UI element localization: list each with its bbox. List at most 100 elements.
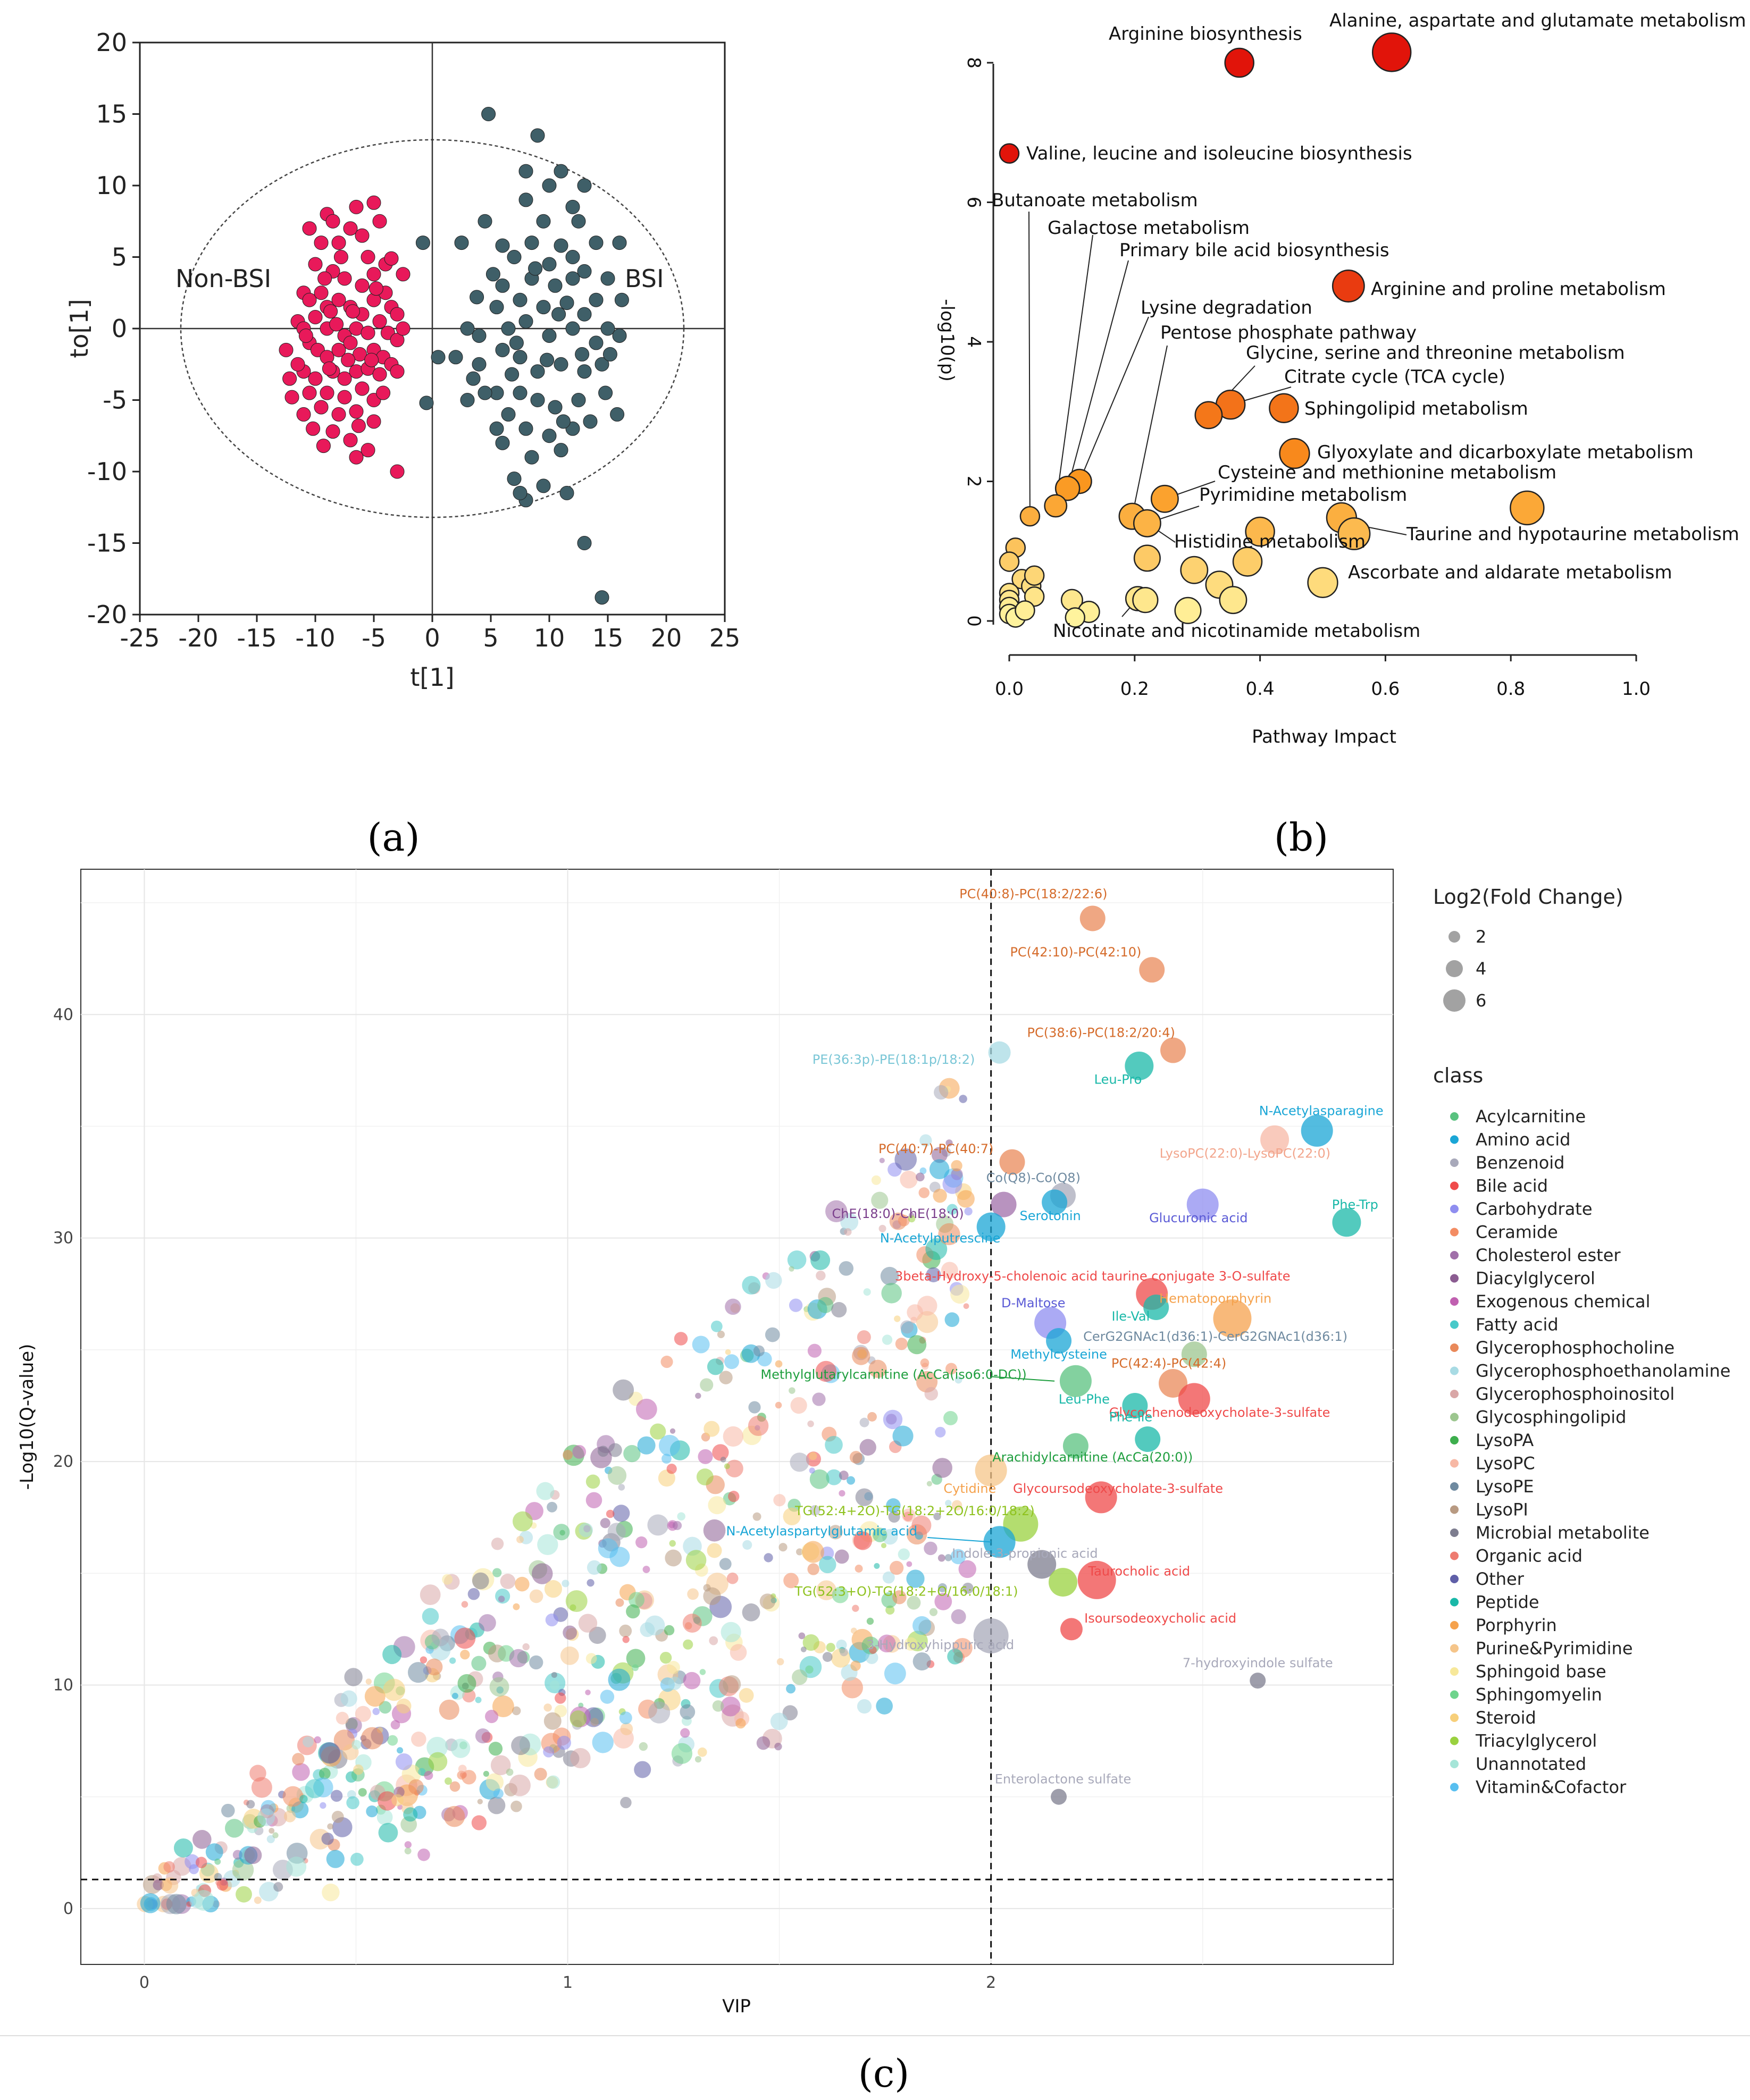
metabolite-point (417, 1848, 430, 1861)
metabolite-point (457, 1674, 476, 1693)
callout-leader-line (1132, 345, 1168, 517)
label-leader-line (927, 1537, 991, 1543)
metabolite-point (587, 1560, 602, 1575)
metabolite-point (449, 1781, 460, 1792)
metabolite-point (796, 1548, 803, 1556)
class-legend-label: Exogenous chemical (1476, 1291, 1650, 1312)
bsi-point (509, 335, 524, 350)
pathway-point (1332, 270, 1365, 303)
metabolite-point (379, 1701, 392, 1714)
pathway-point (1232, 547, 1263, 577)
metabolite-point (671, 1743, 693, 1764)
annotated-metabolite-point (1027, 1550, 1057, 1579)
bsi-point (600, 321, 615, 336)
metabolite-point (330, 1790, 343, 1802)
metabolite-point (534, 1768, 547, 1781)
pathway-point (1174, 597, 1202, 624)
pathway-label: Glycine, serine and threonine metabolism (1246, 342, 1625, 364)
metabolite-point (350, 1852, 364, 1866)
metabolite-point (826, 1643, 835, 1652)
metabolite-point (471, 1815, 487, 1830)
metabolite-point (907, 1595, 921, 1610)
metabolite-point (802, 1541, 824, 1563)
non-bsi-point (349, 404, 364, 419)
non-bsi-point (361, 325, 375, 340)
metabolite-point (912, 1652, 931, 1671)
metabolite-point (882, 1571, 895, 1584)
annotated-metabolite-point (988, 1041, 1011, 1064)
metabolite-point (189, 1864, 199, 1875)
metabolite-point (812, 1392, 826, 1406)
metabolite-point (809, 1469, 830, 1489)
metabolite-point (460, 1650, 470, 1660)
metabolite-point (609, 1547, 630, 1567)
bsi-point (460, 393, 475, 407)
x-tick-label: 15 (592, 624, 624, 652)
metabolite-point (396, 1698, 412, 1714)
pathway-label: Glyoxylate and dicarboxylate metabolism (1317, 442, 1694, 463)
metabolite-point (901, 1508, 916, 1523)
bsi-point (571, 393, 586, 407)
metabolite-point (742, 1275, 761, 1295)
metabolite-point (353, 1764, 364, 1775)
bsi-point (478, 385, 492, 400)
metabolite-point (162, 1877, 179, 1894)
metabolite-point (537, 1534, 558, 1555)
metabolite-point (490, 1755, 511, 1776)
non-bsi-point (396, 267, 411, 282)
metabolite-point (728, 1491, 740, 1502)
annotated-metabolite-point (1159, 1368, 1188, 1398)
metabolite-point (408, 1779, 424, 1795)
bsi-point (612, 236, 627, 250)
metabolite-point (254, 1896, 262, 1904)
metabolite-point (911, 1515, 932, 1535)
non-bsi-point (390, 333, 405, 348)
class-legend-label: Ceramide (1476, 1222, 1558, 1242)
metabolite-point (376, 1809, 393, 1825)
pathway-point (1337, 517, 1371, 550)
pathway-label: Alanine, aspartate and glutamate metabol… (1329, 10, 1746, 31)
metabolite-point (759, 1593, 776, 1609)
metabolite-point (424, 1771, 433, 1780)
metabolite-point (726, 1572, 739, 1584)
class-legend-label: Peptide (1476, 1592, 1539, 1612)
metabolite-point (454, 1627, 476, 1649)
pathway-label: Pyrimidine metabolism (1199, 484, 1407, 506)
metabolite-point (483, 1770, 489, 1777)
metabolite-point (900, 1171, 918, 1189)
metabolite-point (439, 1699, 459, 1720)
metabolite-point (570, 1748, 591, 1769)
metabolite-point (515, 1576, 530, 1592)
bsi-point (495, 342, 510, 357)
non-bsi-point (333, 250, 348, 264)
metabolite-label: CerG2GNAc1(d36:1)-CerG2GNAc1(d36:1) (1083, 1329, 1347, 1344)
non-bsi-point (314, 400, 329, 415)
non-bsi-point (343, 433, 358, 448)
class-legend-swatch (1450, 1690, 1459, 1699)
metabolite-point (707, 1358, 724, 1375)
metabolite-point (491, 1538, 504, 1550)
bsi-point (554, 357, 568, 372)
metabolite-point (613, 1505, 630, 1522)
metabolite-point (765, 1327, 780, 1342)
metabolite-point (964, 1207, 973, 1216)
metabolite-point (585, 1653, 597, 1664)
metabolite-point (894, 1148, 917, 1171)
metabolite-point (792, 1669, 808, 1685)
metabolite-point (707, 1543, 722, 1558)
non-bsi-point (355, 381, 370, 396)
metabolite-label: PC(40:7)-PC(40:7) (878, 1141, 993, 1156)
metabolite-point (809, 1452, 817, 1460)
metabolite-point (522, 1643, 530, 1651)
metabolite-point (941, 1262, 958, 1279)
bsi-point (565, 271, 580, 286)
metabolite-point (193, 1889, 214, 1911)
metabolite-point (942, 1174, 962, 1194)
metabolite-point (364, 1686, 386, 1707)
x-tick-label: 1.0 (1622, 678, 1651, 700)
bsi-point (577, 264, 592, 279)
metabolite-point (725, 1349, 731, 1355)
metabolite-point (236, 1886, 252, 1903)
metabolite-point (600, 1518, 610, 1528)
non-bsi-point (361, 250, 375, 264)
